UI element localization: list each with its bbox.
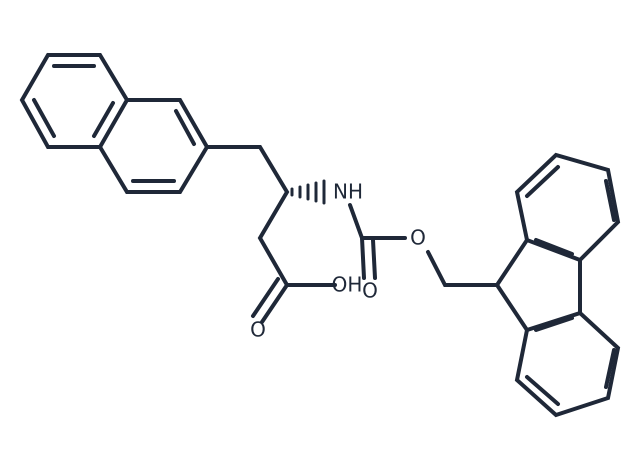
atom-label: O [410,226,426,250]
atom-label: NH [333,180,363,204]
atom-label: O [250,318,266,342]
atom-label: O [362,279,378,303]
atom-label: OH [332,273,363,297]
bonds [19,53,621,418]
